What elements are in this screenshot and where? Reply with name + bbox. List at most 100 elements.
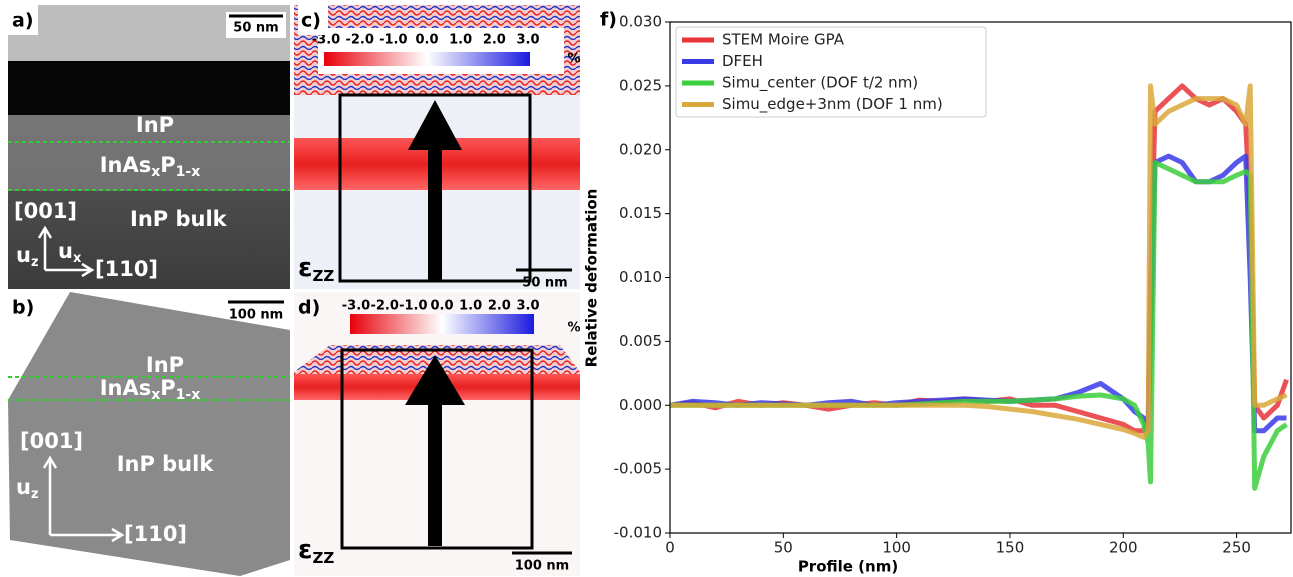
y-tick-label: 0.030 bbox=[619, 13, 662, 31]
y-tick-label: 0.000 bbox=[619, 396, 662, 414]
legend-label: DFEH bbox=[722, 52, 763, 70]
colorbar-label: 1.0 bbox=[459, 299, 482, 314]
series-line bbox=[670, 160, 1288, 491]
series-line bbox=[670, 83, 1288, 440]
arrow bbox=[405, 355, 465, 546]
text: ε bbox=[298, 535, 312, 565]
layer-label: InAsxP1-x bbox=[100, 376, 201, 403]
colorbar-label: -2.0 bbox=[370, 299, 398, 314]
text: 1-x bbox=[176, 387, 201, 403]
direction: [001] bbox=[20, 429, 83, 453]
panel-label: c) bbox=[301, 10, 321, 32]
chart: f) Profile (nm) Relative deformation -0.… bbox=[583, 9, 1292, 576]
strain-symbol: εZZ bbox=[298, 253, 334, 285]
legend-box bbox=[675, 26, 987, 118]
unit-vector: uz bbox=[16, 475, 39, 502]
text: x bbox=[151, 387, 160, 403]
text: x bbox=[151, 164, 160, 180]
text: InAs bbox=[100, 153, 152, 177]
text: ZZ bbox=[312, 549, 334, 567]
x-tick-label: 150 bbox=[996, 539, 1025, 557]
x-tick-label: 250 bbox=[1222, 539, 1251, 557]
colorbar-label: 3.0 bbox=[516, 33, 539, 48]
unit: % bbox=[567, 321, 580, 336]
frame bbox=[338, 93, 532, 283]
micrograph bbox=[8, 292, 290, 576]
colorbar-label: 0.0 bbox=[430, 299, 453, 314]
direction: [110] bbox=[95, 257, 158, 281]
x-tick-label: 200 bbox=[1109, 539, 1138, 557]
colorbar-label: -2.0 bbox=[345, 33, 373, 48]
x-tick-label: 100 bbox=[882, 539, 911, 557]
panel-b: b) 100 nm InP InAsxP1-x [001] InP bulk u… bbox=[8, 292, 290, 576]
text: u bbox=[58, 239, 73, 263]
text: 1-x bbox=[176, 164, 201, 180]
y-tick-label: 0.005 bbox=[619, 332, 662, 350]
arrow bbox=[408, 100, 462, 280]
text: u bbox=[62, 543, 77, 567]
text: u bbox=[16, 243, 31, 267]
dark-layer bbox=[8, 61, 290, 115]
series-line bbox=[669, 83, 1289, 434]
colorbar-label: 1.0 bbox=[449, 33, 472, 48]
layer-label: InP bbox=[146, 353, 184, 377]
scale-label: 50 nm bbox=[522, 276, 567, 291]
frame bbox=[340, 348, 534, 550]
colorbar-label: -1.0 bbox=[399, 299, 427, 314]
colorbar-ticks: -3.0 -2.0 -1.0 0.0 1.0 2.0 3.0 bbox=[312, 33, 540, 48]
layer-label: InP bbox=[136, 113, 174, 137]
x-tick-label: 0 bbox=[665, 539, 675, 557]
colorbar-label: 0.0 bbox=[415, 33, 438, 48]
colorbar bbox=[324, 52, 530, 66]
y-tick-label: -0.005 bbox=[614, 460, 662, 478]
unit-vector: ux bbox=[58, 239, 82, 266]
legend-label: STEM Moire GPA bbox=[722, 31, 845, 49]
layer-label: InP bulk bbox=[117, 452, 215, 476]
text: InAs bbox=[100, 376, 152, 400]
colorbar-label: 3.0 bbox=[516, 299, 539, 314]
label-box bbox=[8, 5, 38, 35]
colorbar bbox=[350, 314, 534, 334]
scale-label: 100 nm bbox=[515, 559, 569, 574]
layer-label: InP bulk bbox=[130, 207, 228, 231]
scale-label: 100 nm bbox=[229, 308, 283, 323]
panel-label: b) bbox=[12, 297, 34, 319]
text: P bbox=[160, 376, 175, 400]
axes-arrows bbox=[42, 455, 125, 543]
label-box bbox=[298, 5, 328, 35]
layer-label: InAsxP1-x bbox=[100, 153, 201, 180]
legend-label: Simu_center (DOF t/2 nm) bbox=[722, 74, 918, 93]
panel-a: a) 50 nm InP InAsxP1-x [001] InP bulk uz… bbox=[8, 5, 290, 289]
y-tick-label: 0.010 bbox=[619, 268, 662, 286]
x-tick-label: 50 bbox=[774, 539, 793, 557]
y-tick-label: -0.010 bbox=[614, 524, 662, 542]
y-tick-label: 0.025 bbox=[619, 76, 662, 94]
unit: % bbox=[567, 52, 580, 67]
direction: [110] bbox=[124, 522, 187, 546]
text: z bbox=[31, 255, 39, 270]
y-axis-label: Relative deformation bbox=[583, 189, 601, 368]
panel-c: -3.0 -2.0 -1.0 0.0 1.0 2.0 3.0 % c) εZZ 50 nm bbox=[294, 5, 581, 291]
colorbar-label: -3.0 bbox=[342, 299, 370, 314]
colorbar-label: -3.0 bbox=[312, 33, 340, 48]
text: z bbox=[31, 487, 39, 502]
text: u bbox=[16, 475, 31, 499]
series-line bbox=[669, 153, 1287, 434]
colorbar-label: -1.0 bbox=[379, 33, 407, 48]
text: P bbox=[160, 153, 175, 177]
colorbar-box bbox=[318, 28, 564, 74]
colorbar-label: 2.0 bbox=[483, 33, 506, 48]
y-tick-label: 0.015 bbox=[619, 204, 662, 222]
legend-label: Simu_edge+3nm (DOF 1 nm) bbox=[722, 95, 943, 114]
y-tick-label: 0.020 bbox=[619, 140, 662, 158]
scale-label: 50 nm bbox=[233, 21, 278, 36]
unit-vector: uz bbox=[16, 243, 39, 270]
panel-d: -3.0 -2.0 -1.0 0.0 1.0 2.0 3.0 % d) εZZ 100 nm bbox=[294, 292, 581, 576]
strain-symbol: εZZ bbox=[298, 535, 334, 567]
unit-vector: ux bbox=[62, 543, 86, 570]
panel-label: f) bbox=[600, 9, 617, 31]
text: x bbox=[77, 555, 86, 570]
text: x bbox=[73, 251, 82, 266]
panel-label: a) bbox=[12, 10, 34, 32]
